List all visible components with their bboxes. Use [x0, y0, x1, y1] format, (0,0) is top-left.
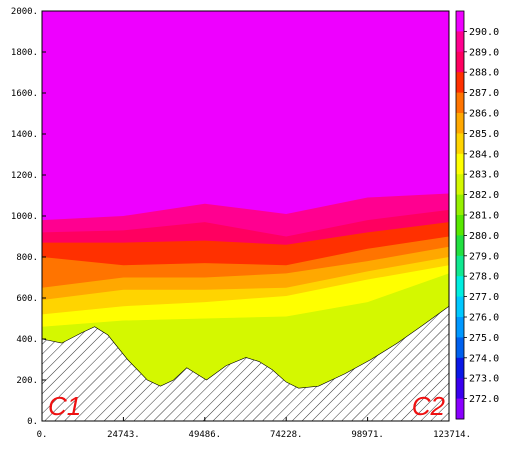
colorbar-label: 282.0 — [469, 190, 499, 201]
y-tick-label: 1200. — [11, 171, 38, 181]
y-tick-label: 1800. — [11, 48, 38, 58]
x-tick-label: 74228. — [270, 430, 303, 440]
colorbar-label: 275.0 — [469, 333, 499, 344]
y-axis: 0. 200. 400. 600. 800. 1000. 1200. 1400. 1600. 18… — [11, 7, 46, 427]
colorbar-label: 287.0 — [469, 88, 499, 99]
y-tick-label: 200. — [16, 376, 38, 386]
colorbar-label: 289.0 — [469, 47, 499, 58]
x-tick-label: 98971. — [351, 430, 384, 440]
colorbar-swatch — [456, 11, 464, 32]
colorbar-swatch — [456, 357, 464, 379]
colorbar-swatch — [456, 174, 464, 196]
y-tick-label: 1000. — [11, 212, 38, 222]
colorbar-label: 279.0 — [469, 251, 499, 262]
colorbar-swatch — [456, 133, 464, 155]
colorbar-swatch — [456, 194, 464, 216]
colorbar-swatch — [456, 317, 464, 338]
section-end-label: C2 — [412, 391, 446, 421]
colorbar-legend: 272.0 273.0 274.0 275.0 276.0 277.0 278.0 279.0… — [455, 10, 499, 420]
colorbar-swatch — [456, 31, 464, 53]
y-tick-label: 0. — [27, 417, 38, 427]
colorbar-label: 281.0 — [469, 211, 499, 222]
x-tick-label: 123714. — [433, 430, 471, 440]
colorbar-label: 277.0 — [469, 292, 499, 303]
x-tick-label: 49486. — [189, 430, 222, 440]
colorbar-label: 274.0 — [469, 353, 499, 364]
colorbar-label: 280.0 — [469, 231, 499, 242]
y-tick-label: 600. — [16, 294, 38, 304]
y-tick-label: 800. — [16, 253, 38, 263]
colorbar-label: 288.0 — [469, 68, 499, 79]
colorbar-swatch — [456, 215, 464, 236]
colorbar-label: 272.0 — [469, 394, 499, 405]
colorbar-swatch — [456, 72, 464, 94]
colorbar-label: 276.0 — [469, 313, 499, 324]
terrain-mask — [42, 305, 449, 421]
section-start-label: C1 — [48, 391, 81, 421]
x-axis: 0. 24743. 49486. 74228. 98971. 123714. — [37, 417, 471, 440]
colorbar-swatch — [456, 296, 464, 318]
colorbar-label: 284.0 — [469, 149, 499, 160]
terrain-profile — [42, 305, 449, 421]
colorbar-label: 285.0 — [469, 129, 499, 140]
colorbar-swatch — [456, 398, 464, 420]
y-tick-label: 1400. — [11, 130, 38, 140]
colorbar-swatch — [456, 255, 464, 277]
colorbar-swatch — [456, 51, 464, 73]
y-tick-label: 2000. — [11, 7, 38, 17]
x-tick-label: 0. — [37, 430, 48, 440]
colorbar-label: 290.0 — [469, 27, 499, 38]
colorbar-swatch — [456, 378, 464, 400]
colorbar-label: 278.0 — [469, 272, 499, 283]
colorbar-swatch — [456, 92, 464, 114]
colorbar-swatch — [456, 337, 464, 359]
colorbar-swatch — [456, 153, 464, 175]
colorbar-label: 283.0 — [469, 170, 499, 181]
y-tick-label: 1600. — [11, 89, 38, 99]
colorbar-swatch — [456, 113, 464, 134]
colorbar-swatch — [456, 276, 464, 298]
y-tick-label: 400. — [16, 335, 38, 345]
colorbar-label: 273.0 — [469, 374, 499, 385]
x-tick-label: 24743. — [107, 430, 140, 440]
colorbar-label: 286.0 — [469, 109, 499, 120]
colorbar-swatch — [456, 235, 464, 257]
